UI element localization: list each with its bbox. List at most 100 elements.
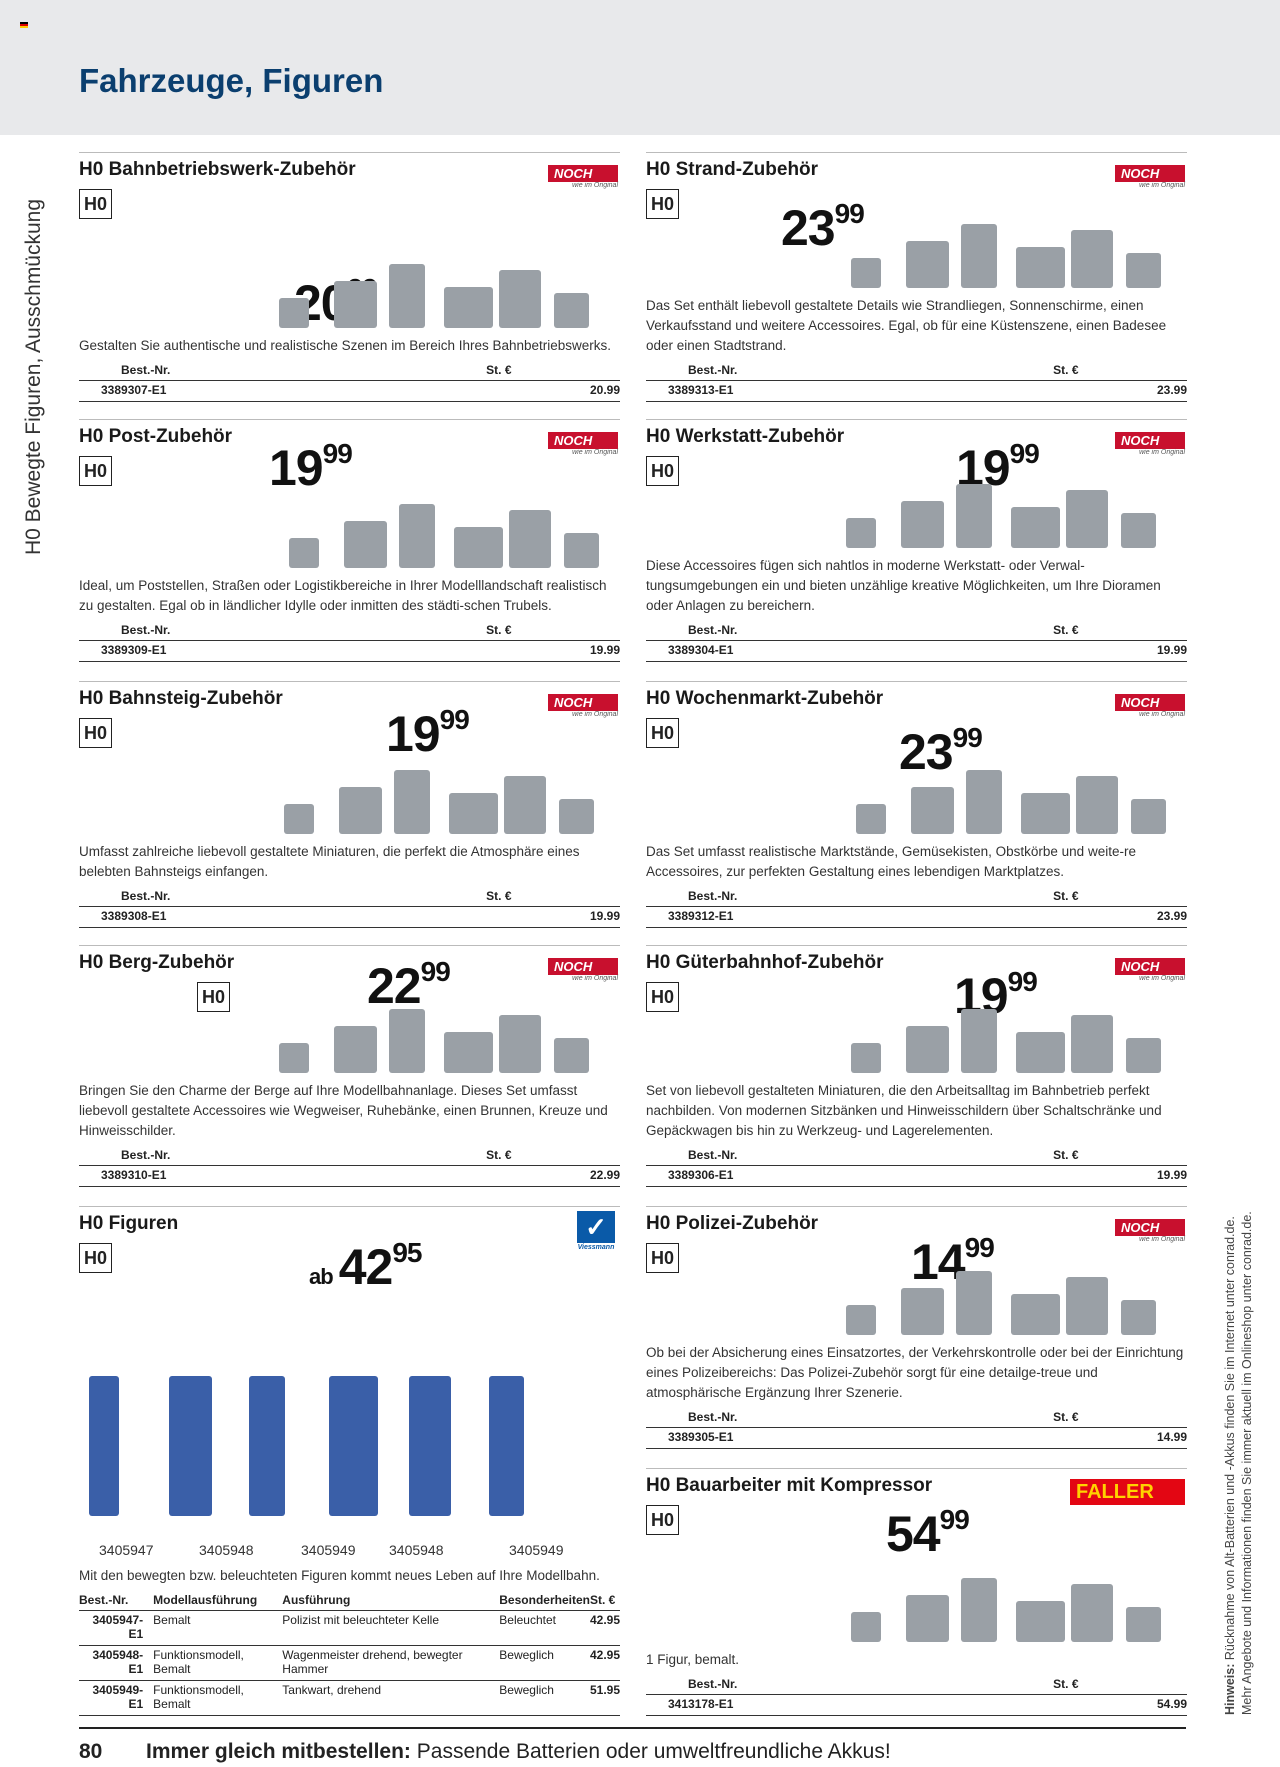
model-version: Bemalt [153, 1610, 283, 1646]
page-title: Fahrzeuge, Figuren [79, 62, 384, 99]
footer-text: Immer gleich mitbestellen: Passende Batt… [146, 1740, 891, 1764]
price-cents: 99 [322, 438, 353, 469]
flag-icon [20, 22, 28, 28]
product-item-image [856, 804, 886, 834]
order-number: 3389309-E1 [79, 640, 487, 662]
product-item-image [489, 1376, 524, 1516]
product-item-image [564, 533, 599, 568]
product-item-image [901, 1288, 944, 1335]
order-table: Best.-Nr. St. €3389307-E1 20.99 [79, 360, 620, 402]
scale-badge: H0 [79, 718, 112, 748]
order-table: Best.-Nr. St. €3389309-E1 19.99 [79, 620, 620, 662]
brand-name: NOCH [1115, 165, 1185, 182]
price-tag: 2399 [899, 722, 983, 781]
order-table: Best.-Nr. St. €3389306-E1 19.99 [646, 1145, 1187, 1187]
product-item-image [1011, 1294, 1060, 1335]
table-row: 3389305-E1 14.99 [646, 1427, 1187, 1449]
hint-bold: Hinweis: [1223, 1663, 1237, 1715]
product-item-image [559, 799, 594, 834]
product-card: H0 Strand-Zubehör H0 NOCH wie im Original 23… [646, 152, 1187, 402]
table-header: St. € [1053, 1407, 1187, 1428]
price-tag: 2399 [781, 198, 865, 257]
product-item-image [334, 281, 377, 328]
price-cents: 99 [964, 1232, 995, 1263]
brand-tagline: wie im Original [1139, 1236, 1185, 1243]
price-cents: 99 [834, 198, 865, 229]
execution: Polizist mit beleuchteter Kelle [282, 1610, 500, 1646]
product-item-image [966, 770, 1002, 834]
product-item-image [851, 1043, 881, 1073]
product-description: Ob bei der Absicherung eines Einsatzorte… [646, 1345, 1184, 1400]
hint-text: Hinweis: Rücknahme von Alt-Batterien und… [1222, 1211, 1256, 1715]
order-number: 3389307-E1 [79, 380, 487, 402]
product-card: H0 Güterbahnhof-Zubehör H0 NOCH wie im Orig… [646, 945, 1187, 1187]
price: 19.99 [486, 640, 620, 662]
product-item-image [399, 504, 435, 568]
execution: Wagenmeister drehend, bewegter Hammer [282, 1645, 500, 1681]
price: 42.95 [589, 1610, 620, 1646]
table-row: 3389304-E1 19.99 [646, 640, 1187, 662]
order-number: 3389304-E1 [646, 640, 1054, 662]
noch-logo: NOCH wie im Original [548, 165, 618, 193]
page-number: 80 [79, 1740, 103, 1763]
brand-tagline: wie im Original [572, 975, 618, 982]
price-tag: ab 4295 [309, 1237, 422, 1296]
product-item-image [1071, 1015, 1113, 1073]
price: 19.99 [486, 906, 620, 928]
product-item-image [1016, 1601, 1065, 1642]
side-label: H0 Bewegte Figuren, Ausschmückung [22, 198, 45, 555]
scale-badge: H0 [646, 189, 679, 219]
product-item-image [1071, 230, 1113, 288]
table-header: Best.-Nr. [646, 620, 1054, 641]
table-header: Best.-Nr. [646, 360, 1054, 381]
product-title: H0 Wochenmarkt-Zubehör [646, 688, 884, 709]
price: 51.95 [589, 1680, 620, 1716]
product-item-image [89, 1376, 119, 1516]
product-description: 1 Figur, bemalt. [646, 1652, 740, 1667]
price-cents: 99 [1007, 966, 1038, 997]
product-description: Das Set enthält liebevoll gestaltete Det… [646, 298, 1167, 353]
price-prefix: ab [309, 1264, 334, 1289]
table-header: St. € [1053, 360, 1187, 381]
brand-name: NOCH [1115, 958, 1185, 975]
price-tag: 1999 [269, 438, 353, 497]
scale-badge: H0 [79, 189, 112, 219]
product-item-image [444, 1032, 493, 1073]
product-image [646, 181, 1187, 296]
product-title: H0 Berg-Zubehör [79, 952, 235, 973]
product-item-image [344, 521, 387, 568]
order-table: Best.-Nr. St. €3389308-E1 19.99 [79, 886, 620, 928]
noch-logo: NOCH wie im Original [548, 432, 618, 460]
product-card: H0 Bauarbeiter mit Kompressor H0 FALLER 549… [646, 1468, 1187, 1716]
scale-badge: H0 [646, 982, 679, 1012]
product-title: H0 Werkstatt-Zubehör [646, 426, 845, 447]
table-row: 3405949-E1 Funktionsmodell, Bemalt Tankwar… [79, 1680, 620, 1716]
product-item-image [906, 1026, 949, 1073]
table-header: Best.-Nr. [79, 620, 487, 641]
product-item-image [851, 258, 881, 288]
footer-divider [79, 1727, 1186, 1729]
product-item-image [389, 1009, 425, 1073]
table-header: Best.-Nr. [79, 1145, 487, 1166]
table-row: 3389306-E1 19.99 [646, 1165, 1187, 1187]
product-item-image [1121, 1300, 1156, 1335]
faller-logo: FALLER [1070, 1479, 1185, 1505]
price-cents: 95 [392, 1237, 422, 1268]
brand-name: NOCH [1115, 694, 1185, 711]
order-number: 3389305-E1 [646, 1427, 1054, 1449]
scale-badge: H0 [646, 1243, 679, 1273]
scale-badge: H0 [79, 456, 112, 486]
table-row: 3389308-E1 19.99 [79, 906, 620, 928]
order-number: 3405947-E1 [79, 1610, 154, 1646]
table-header: Best.-Nr. [646, 1145, 1054, 1166]
table-header: Best.-Nr. [646, 1407, 1054, 1428]
price-integer: 19 [386, 706, 441, 762]
order-table: Best.-Nr. St. €3389304-E1 19.99 [646, 620, 1187, 662]
table-row: 3389312-E1 23.99 [646, 906, 1187, 928]
product-item-image [956, 484, 992, 548]
price: 23.99 [1053, 380, 1187, 402]
product-item-image [1126, 1607, 1161, 1642]
product-item-image [169, 1376, 212, 1516]
table-row: 3405948-E1 Funktionsmodell, Bemalt Wagenme… [79, 1645, 620, 1681]
product-item-image [279, 298, 309, 328]
